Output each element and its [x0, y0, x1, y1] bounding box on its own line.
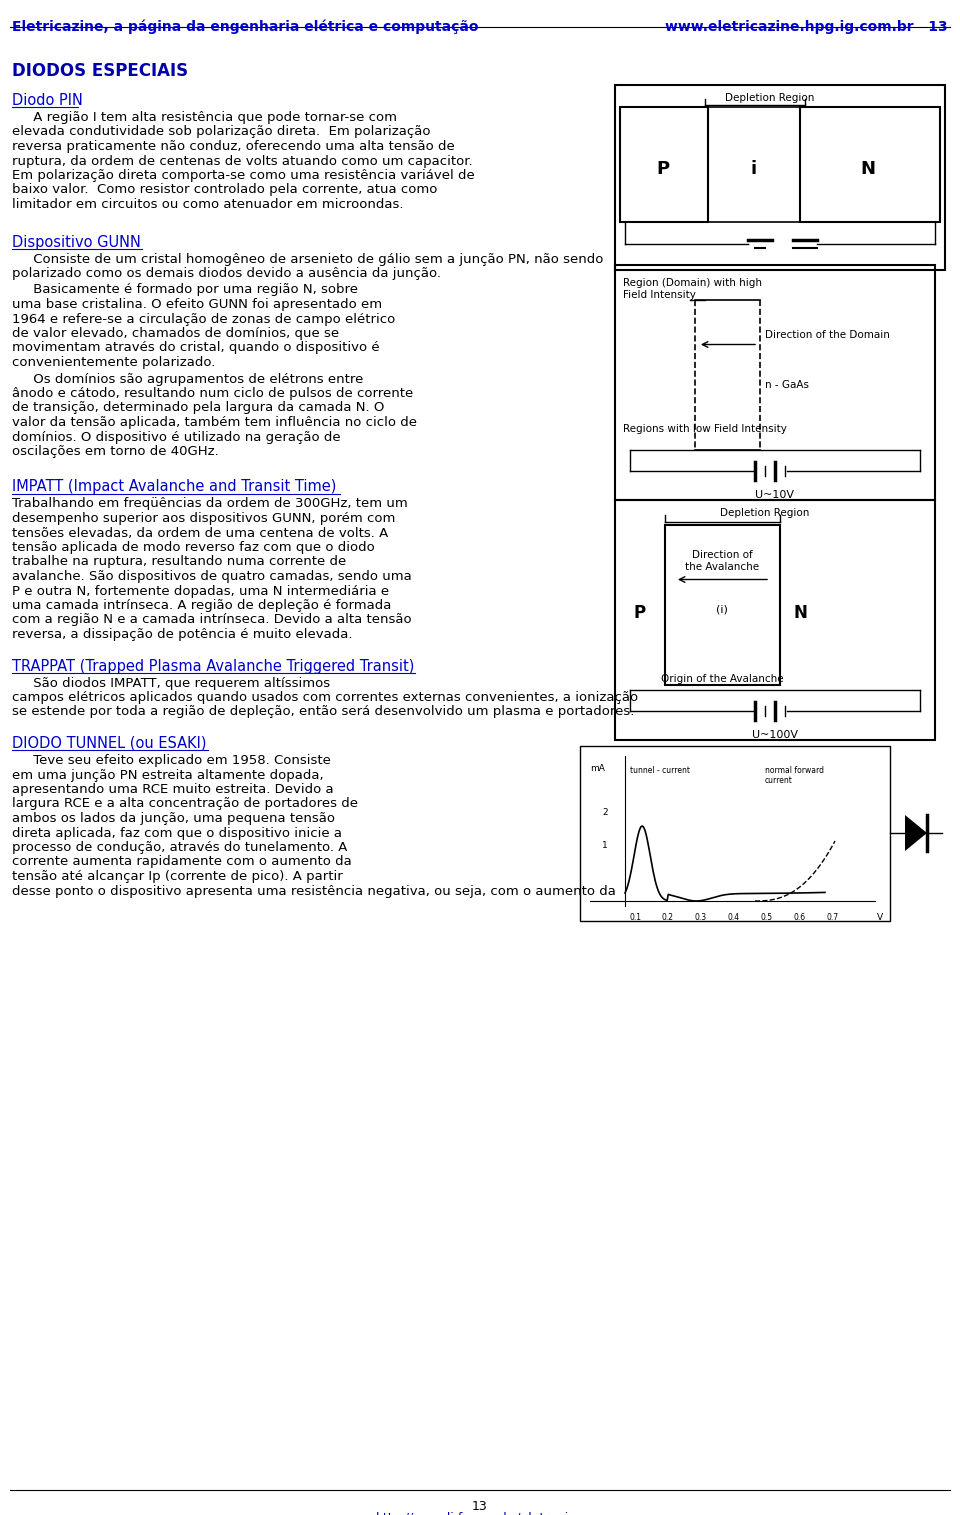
- Text: ânodo e cátodo, resultando num ciclo de pulsos de corrente: ânodo e cátodo, resultando num ciclo de …: [12, 386, 413, 400]
- Text: se estende por toda a região de depleção, então será desenvolvido um plasma e po: se estende por toda a região de depleção…: [12, 706, 635, 718]
- Text: domínios. O dispositivo é utilizado na geração de: domínios. O dispositivo é utilizado na g…: [12, 430, 341, 444]
- Text: the Avalanche: the Avalanche: [684, 562, 759, 571]
- Text: apresentando uma RCE muito estreita. Devido a: apresentando uma RCE muito estreita. Dev…: [12, 783, 334, 795]
- Text: mA: mA: [590, 764, 605, 773]
- Text: Depletion Region: Depletion Region: [726, 92, 815, 103]
- Text: Os domínios são agrupamentos de elétrons entre: Os domínios são agrupamentos de elétrons…: [12, 373, 364, 385]
- Text: V: V: [876, 914, 883, 923]
- Text: avalanche. São dispositivos de quatro camadas, sendo uma: avalanche. São dispositivos de quatro ca…: [12, 570, 412, 583]
- Text: Trabalhando em freqüências da ordem de 300GHz, tem um: Trabalhando em freqüências da ordem de 3…: [12, 497, 408, 511]
- Text: P: P: [657, 161, 669, 177]
- Text: desempenho superior aos dispositivos GUNN, porém com: desempenho superior aos dispositivos GUN…: [12, 512, 396, 526]
- Text: Diodo PIN: Diodo PIN: [12, 92, 83, 108]
- Text: de valor elevado, chamados de domínios, que se: de valor elevado, chamados de domínios, …: [12, 327, 339, 339]
- Text: http://www.li.facens.br/eletronica: http://www.li.facens.br/eletronica: [376, 1512, 584, 1515]
- Text: ruptura, da ordem de centenas de volts atuando como um capacitor.: ruptura, da ordem de centenas de volts a…: [12, 155, 472, 168]
- Text: corrente aumenta rapidamente com o aumento da: corrente aumenta rapidamente com o aumen…: [12, 856, 351, 868]
- Text: 0.4: 0.4: [728, 914, 740, 923]
- Text: N: N: [860, 161, 876, 177]
- Text: limitador em circuitos ou como atenuador em microondas.: limitador em circuitos ou como atenuador…: [12, 198, 403, 211]
- Text: P: P: [634, 604, 646, 623]
- Text: i: i: [751, 161, 757, 177]
- Text: www.eletricazine.hpg.ig.com.br   13: www.eletricazine.hpg.ig.com.br 13: [665, 20, 948, 33]
- Bar: [620, 108, 708, 223]
- Text: processo de condução, através do tunelamento. A: processo de condução, através do tunelam…: [12, 841, 348, 854]
- Text: tunnel - current: tunnel - current: [630, 767, 690, 776]
- Text: desse ponto o dispositivo apresenta uma resistência negativa, ou seja, com o aum: desse ponto o dispositivo apresenta uma …: [12, 885, 616, 897]
- Text: reversa praticamente não conduz, oferecendo uma alta tensão de: reversa praticamente não conduz, oferece…: [12, 139, 455, 153]
- Text: Origin of the Avalanche: Origin of the Avalanche: [660, 674, 783, 685]
- Text: convenientemente polarizado.: convenientemente polarizado.: [12, 356, 215, 370]
- Text: tensão até alcançar Ip (corrente de pico). A partir: tensão até alcançar Ip (corrente de pico…: [12, 870, 343, 883]
- Text: 0.6: 0.6: [794, 914, 806, 923]
- Text: uma camada intrínseca. A região de depleção é formada: uma camada intrínseca. A região de deple…: [12, 598, 392, 612]
- Text: Direction of the Domain: Direction of the Domain: [765, 329, 890, 339]
- Text: 1: 1: [602, 841, 608, 850]
- Text: 13: 13: [472, 1500, 488, 1513]
- Text: ambos os lados da junção, uma pequena tensão: ambos os lados da junção, uma pequena te…: [12, 812, 335, 826]
- Text: São diodos IMPATT, que requerem altíssimos: São diodos IMPATT, que requerem altíssim…: [12, 677, 330, 689]
- Text: 2: 2: [602, 807, 608, 817]
- Bar: [800, 108, 940, 223]
- Bar: [665, 524, 780, 685]
- Text: DIODO TUNNEL (ou ESAKI): DIODO TUNNEL (ou ESAKI): [12, 736, 206, 751]
- Bar: [580, 745, 890, 921]
- Text: TRAPPAT (Trapped Plasma Avalanche Triggered Transit): TRAPPAT (Trapped Plasma Avalanche Trigge…: [12, 659, 415, 674]
- Text: Teve seu efeito explicado em 1958. Consiste: Teve seu efeito explicado em 1958. Consi…: [12, 754, 331, 767]
- Text: largura RCE e a alta concentração de portadores de: largura RCE e a alta concentração de por…: [12, 797, 358, 811]
- Text: DIODOS ESPECIAIS: DIODOS ESPECIAIS: [12, 62, 188, 80]
- Text: 0.7: 0.7: [827, 914, 839, 923]
- Text: Consiste de um cristal homogêneo de arsenieto de gálio sem a junção PN, não send: Consiste de um cristal homogêneo de arse…: [12, 253, 604, 265]
- Text: 0.2: 0.2: [662, 914, 674, 923]
- Text: current: current: [765, 776, 793, 785]
- Text: U~10V: U~10V: [756, 489, 795, 500]
- Text: oscilações em torno de 40GHz.: oscilações em torno de 40GHz.: [12, 445, 219, 458]
- Text: 1964 e refere-se a circulação de zonas de campo elétrico: 1964 e refere-se a circulação de zonas d…: [12, 312, 396, 326]
- Text: IMPATT (Impact Avalanche and Transit Time): IMPATT (Impact Avalanche and Transit Tim…: [12, 480, 336, 494]
- Bar: [615, 265, 935, 500]
- Text: Regions with low Field Intensity: Regions with low Field Intensity: [623, 424, 787, 435]
- Text: com a região N e a camada intrínseca. Devido a alta tensão: com a região N e a camada intrínseca. De…: [12, 614, 412, 627]
- Bar: [615, 85, 945, 270]
- Text: Eletricazine, a página da engenharia elétrica e computação: Eletricazine, a página da engenharia elé…: [12, 20, 478, 35]
- Text: baixo valor.  Como resistor controlado pela corrente, atua como: baixo valor. Como resistor controlado pe…: [12, 183, 438, 197]
- Text: Dispositivo GUNN: Dispositivo GUNN: [12, 235, 141, 250]
- Text: movimentam através do cristal, quando o dispositivo é: movimentam através do cristal, quando o …: [12, 341, 379, 355]
- Text: tensões elevadas, da ordem de uma centena de volts. A: tensões elevadas, da ordem de uma centen…: [12, 527, 388, 539]
- Text: 0.5: 0.5: [761, 914, 773, 923]
- Text: n - GaAs: n - GaAs: [765, 379, 809, 389]
- Text: P e outra N, fortemente dopadas, uma N intermediária e: P e outra N, fortemente dopadas, uma N i…: [12, 585, 389, 597]
- Text: direta aplicada, faz com que o dispositivo inicie a: direta aplicada, faz com que o dispositi…: [12, 827, 342, 839]
- Text: normal forward: normal forward: [765, 767, 824, 776]
- Text: Em polarização direta comporta-se como uma resistência variável de: Em polarização direta comporta-se como u…: [12, 170, 475, 182]
- Text: Depletion Region: Depletion Region: [720, 508, 809, 518]
- Text: valor da tensão aplicada, também tem influência no ciclo de: valor da tensão aplicada, também tem inf…: [12, 417, 417, 429]
- Text: U~100V: U~100V: [752, 730, 798, 739]
- Text: 0.1: 0.1: [629, 914, 641, 923]
- Text: Region (Domain) with high: Region (Domain) with high: [623, 279, 762, 288]
- Text: trabalhe na ruptura, resultando numa corrente de: trabalhe na ruptura, resultando numa cor…: [12, 556, 347, 568]
- Text: campos elétricos aplicados quando usados com correntes externas convenientes, a : campos elétricos aplicados quando usados…: [12, 691, 638, 704]
- Text: polarizado como os demais diodos devido a ausência da junção.: polarizado como os demais diodos devido …: [12, 267, 441, 280]
- Text: Direction of: Direction of: [691, 550, 753, 559]
- Polygon shape: [905, 815, 927, 851]
- Text: de transição, determinado pela largura da camada N. O: de transição, determinado pela largura d…: [12, 401, 384, 415]
- Text: A região I tem alta resistência que pode tornar-se com: A região I tem alta resistência que pode…: [12, 111, 397, 124]
- Text: em uma junção PN estreita altamente dopada,: em uma junção PN estreita altamente dopa…: [12, 768, 324, 782]
- Text: reversa, a dissipação de potência é muito elevada.: reversa, a dissipação de potência é muit…: [12, 629, 352, 641]
- Text: N: N: [793, 604, 807, 623]
- Text: (i): (i): [716, 604, 728, 615]
- Text: 0.3: 0.3: [695, 914, 708, 923]
- Text: uma base cristalina. O efeito GUNN foi apresentado em: uma base cristalina. O efeito GUNN foi a…: [12, 298, 382, 311]
- Text: elevada condutividade sob polarização direta.  Em polarização: elevada condutividade sob polarização di…: [12, 126, 430, 138]
- Text: Field Intensity: Field Intensity: [623, 291, 696, 300]
- Text: Basicamente é formado por uma região N, sobre: Basicamente é formado por uma região N, …: [12, 283, 358, 297]
- Text: tensão aplicada de modo reverso faz com que o diodo: tensão aplicada de modo reverso faz com …: [12, 541, 374, 554]
- Bar: [615, 500, 935, 739]
